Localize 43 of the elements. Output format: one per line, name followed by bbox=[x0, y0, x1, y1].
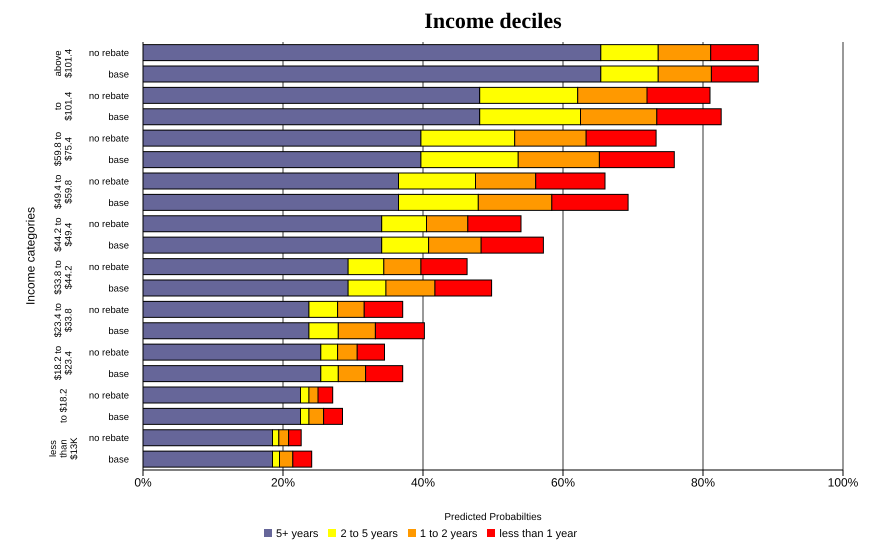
text: to $101.4 bbox=[53, 92, 75, 121]
y-tick-label: no rebate bbox=[88, 304, 129, 316]
y-tick-label: base bbox=[108, 283, 129, 294]
text: $49.4 to $59.8 bbox=[53, 174, 75, 209]
y-tick-label: base bbox=[108, 369, 129, 380]
y-tick-label: base bbox=[108, 198, 129, 209]
text: $33.8 to $44.2 bbox=[53, 260, 75, 295]
x-tick-label: 80% bbox=[690, 476, 716, 490]
y-tick-label: no rebate bbox=[88, 433, 129, 444]
text: $59.8 to $75.4 bbox=[53, 132, 75, 166]
y-tick-label: no rebate bbox=[88, 219, 129, 230]
chart-title: Income deciles bbox=[423, 8, 563, 34]
y-tick-label: base bbox=[108, 155, 129, 166]
text: $44.2 to $49.4 bbox=[53, 217, 75, 252]
text: less than $13K bbox=[48, 436, 80, 460]
text: to $18.2 bbox=[58, 388, 70, 423]
y-tick-label: no rebate bbox=[88, 176, 129, 188]
x-tick-label: 60% bbox=[550, 476, 576, 490]
legend-label: less than 1 year bbox=[499, 528, 578, 540]
legend-label: 2 to 5 years bbox=[340, 528, 398, 540]
x-tick-label: 40% bbox=[410, 476, 436, 490]
y-axis-title: Income categories bbox=[23, 206, 38, 306]
y-tick-label: no rebate bbox=[88, 390, 129, 402]
y-tick-label: no rebate bbox=[88, 348, 129, 359]
y-tick-label: base bbox=[108, 412, 129, 423]
y-tick-label: no rebate bbox=[88, 48, 129, 60]
x-axis-title: Predicted Probabilties bbox=[444, 512, 542, 523]
y-tick-label: base bbox=[108, 326, 129, 338]
text: above $101.4 bbox=[53, 48, 75, 78]
text: $23.4 to $33.8 bbox=[53, 303, 75, 338]
y-tick-label: base bbox=[108, 112, 129, 124]
text: $18.2 to $23.4 bbox=[53, 346, 75, 380]
y-tick-label: base bbox=[108, 454, 129, 466]
x-tick-label: 0% bbox=[134, 476, 152, 490]
x-tick-label: 100% bbox=[828, 476, 859, 490]
y-tick-label: no rebate bbox=[88, 90, 129, 102]
y-tick-label: base bbox=[108, 69, 129, 80]
legend-label: 1 to 2 years bbox=[420, 528, 478, 540]
x-tick-label: 20% bbox=[270, 476, 296, 490]
y-tick-label: no rebate bbox=[88, 134, 129, 145]
legend-label: 5+ years bbox=[276, 528, 318, 540]
y-tick-label: base bbox=[108, 240, 129, 252]
y-tick-label: no rebate bbox=[88, 262, 129, 274]
